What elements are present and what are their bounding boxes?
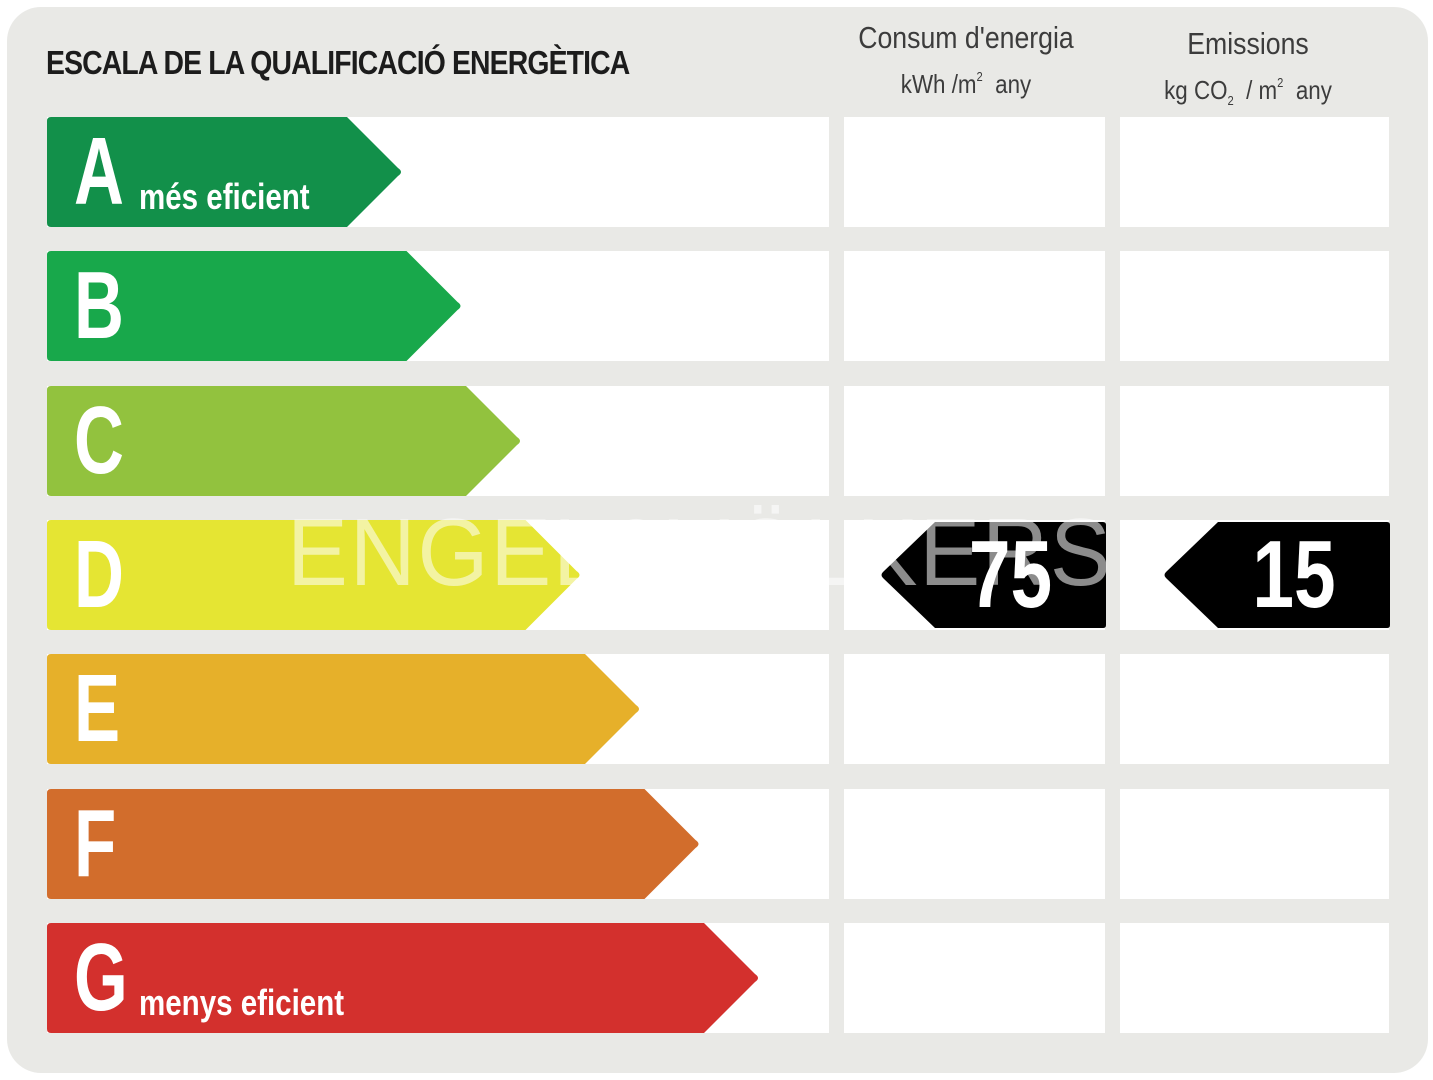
rating-row-d: D 75 15: [0, 520, 1433, 630]
rating-letter: F: [74, 790, 117, 897]
emissions-badge: [1164, 522, 1390, 628]
consumption-heading: Consum d'energia: [858, 20, 1074, 55]
rating-arrow-g: [47, 923, 758, 1033]
emissions-heading: Emissions: [1187, 26, 1309, 61]
rating-letter: E: [74, 655, 121, 762]
rating-letter: G: [74, 924, 128, 1031]
consumption-column-header: Consum d'energia kWh /m2 any: [837, 20, 1095, 101]
rating-label: menys eficient: [139, 982, 345, 1023]
rating-row-b: B: [0, 251, 1433, 361]
rating-letter: D: [74, 521, 124, 628]
rating-arrow-a: [47, 117, 401, 227]
rating-arrow-d: [47, 520, 580, 630]
emissions-cell: [1120, 789, 1389, 899]
rating-row-f: F: [0, 789, 1433, 899]
consumption-cell: [844, 789, 1105, 899]
consumption-badge: [881, 522, 1106, 628]
rating-label: més eficient: [139, 176, 310, 217]
rating-arrow-e: [47, 654, 639, 764]
consumption-cell: [844, 654, 1105, 764]
consumption-cell: [844, 117, 1105, 227]
emissions-cell: [1120, 386, 1389, 496]
consumption-cell: [844, 386, 1105, 496]
consumption-cell: [844, 251, 1105, 361]
emissions-cell: [1120, 251, 1389, 361]
emissions-unit: kg CO2 / m2 any: [1164, 75, 1332, 108]
emissions-value: 15: [1252, 521, 1336, 628]
consumption-unit: kWh /m2 any: [900, 69, 1032, 99]
rating-row-c: C: [0, 386, 1433, 496]
rating-arrow-f: [47, 789, 699, 899]
emissions-cell: [1120, 923, 1389, 1033]
emissions-cell: [1120, 117, 1389, 227]
consumption-value: 75: [968, 521, 1053, 628]
rating-letter: C: [74, 387, 124, 494]
scale-title: ESCALA DE LA QUALIFICACIÓ ENERGÈTICA: [46, 44, 630, 81]
emissions-cell: [1120, 654, 1389, 764]
rating-letter: A: [74, 118, 124, 225]
watermark-logo: ENGEL&VÖLKERS: [287, 499, 1113, 606]
emissions-column-header: Emissions kg CO2 / m2 any: [1119, 26, 1377, 118]
rating-row-e: E: [0, 654, 1433, 764]
consumption-cell: [844, 923, 1105, 1033]
rating-letter: B: [74, 252, 124, 359]
rating-arrow-c: [47, 386, 520, 496]
rating-arrow-b: [47, 251, 461, 361]
